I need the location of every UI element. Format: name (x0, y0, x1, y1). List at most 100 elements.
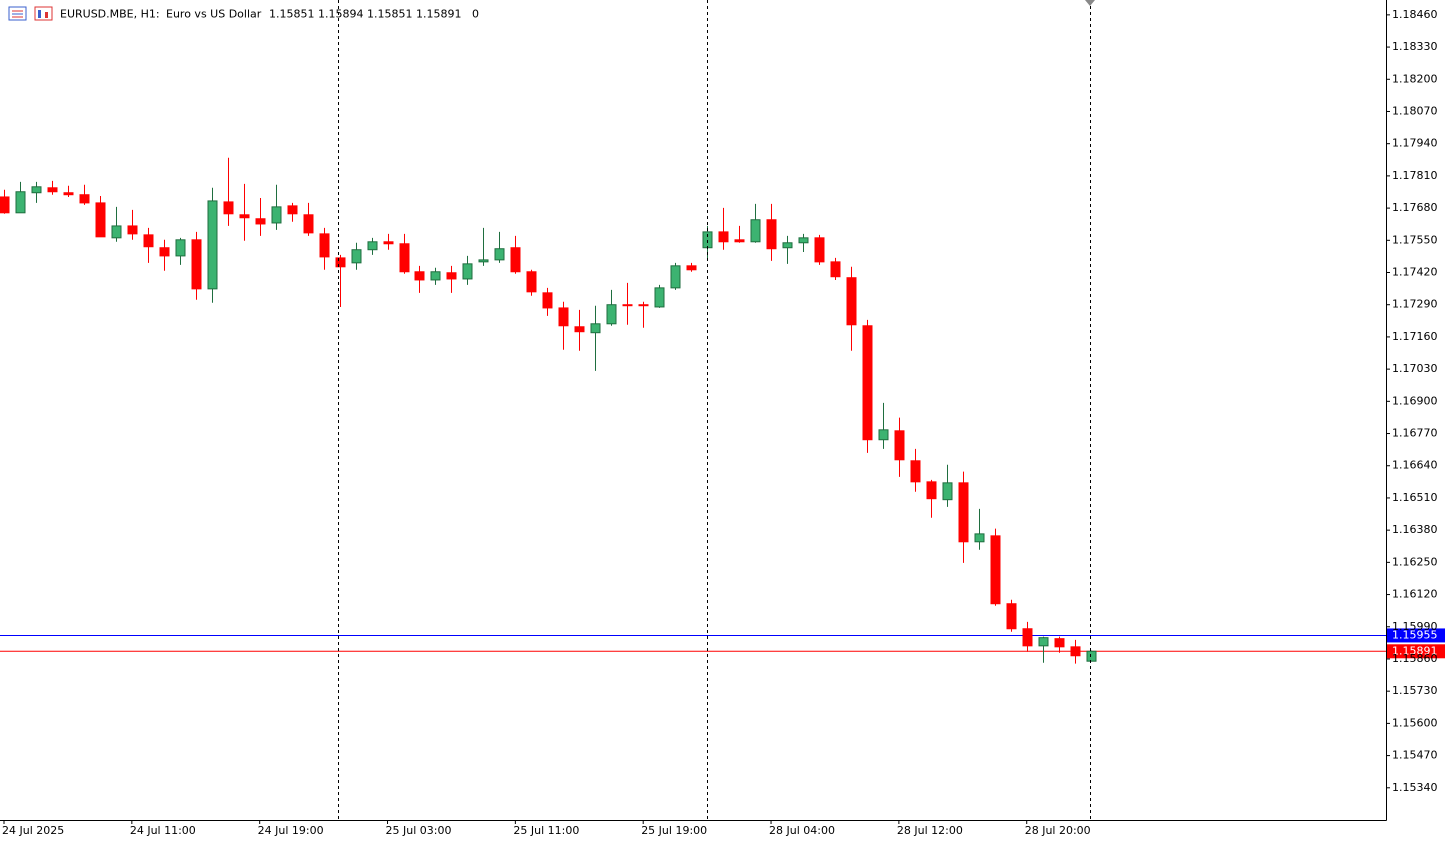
candle-body (846, 277, 857, 326)
candle-body (63, 192, 74, 196)
price-label-bg (1387, 628, 1445, 643)
x-tick-label: 24 Jul 19:00 (258, 824, 324, 837)
candle-body (510, 247, 521, 273)
candle-body (303, 214, 314, 234)
candle-body (654, 287, 665, 308)
candle-body (558, 307, 569, 327)
candle-body (926, 481, 937, 500)
description: Euro vs US Dollar (166, 8, 262, 21)
candle-body (734, 239, 745, 243)
candle-body (990, 535, 1001, 605)
x-tick-label: 25 Jul 03:00 (386, 824, 452, 837)
candle-body (143, 234, 154, 248)
candle-body (606, 304, 617, 325)
y-tick-label: 1.15860 (1392, 652, 1438, 665)
y-tick-label: 1.16510 (1392, 491, 1438, 504)
candle-body (462, 263, 473, 280)
icon (45, 12, 48, 18)
y-tick-label: 1.17030 (1392, 362, 1438, 375)
price-label-bg (1387, 644, 1445, 659)
y-tick-label: 1.18070 (1392, 104, 1438, 117)
candle-body (766, 219, 777, 250)
candle-body (430, 271, 441, 281)
candle-body (446, 272, 457, 280)
candle-body (175, 239, 186, 257)
x-tick-label: 28 Jul 04:00 (769, 824, 835, 837)
candle-body (878, 429, 889, 441)
y-tick-label: 1.15990 (1392, 620, 1438, 633)
candle-body (542, 292, 553, 309)
candle-body (1054, 638, 1065, 648)
candle-body (494, 248, 505, 261)
y-tick-label: 1.16380 (1392, 523, 1438, 536)
candle-body (255, 218, 266, 225)
candle-body (798, 237, 809, 244)
candle-body (207, 200, 218, 290)
candle-body (335, 257, 346, 268)
candle-body (1022, 628, 1033, 647)
candle-body (526, 271, 537, 293)
ohlc: 1.15851 1.15894 1.15851 1.15891 (269, 8, 461, 21)
candle-body (478, 259, 489, 263)
y-tick-label: 1.15470 (1392, 749, 1438, 762)
price-label: 1.15955 (1392, 628, 1438, 641)
candle-body (367, 241, 378, 251)
icon (38, 10, 41, 18)
candle-body (0, 196, 10, 214)
price-labels: 1.15955 1.15891 (1387, 628, 1445, 659)
y-tick-label: 1.16120 (1392, 588, 1438, 601)
x-tick-label: 28 Jul 20:00 (1025, 824, 1091, 837)
candle-body (974, 533, 985, 543)
candle-body (670, 265, 681, 289)
candle-body (319, 233, 330, 258)
candle-body (111, 225, 122, 239)
candle-body (1038, 637, 1049, 647)
y-tick-label: 1.17550 (1392, 233, 1438, 246)
y-tick-label: 1.17940 (1392, 137, 1438, 150)
candle-body (159, 247, 170, 257)
x-tick-label: 25 Jul 19:00 (641, 824, 707, 837)
candle-body (590, 323, 601, 334)
candle-body (750, 219, 761, 243)
x-tick-label: 28 Jul 12:00 (897, 824, 963, 837)
y-tick-label: 1.15600 (1392, 716, 1438, 729)
y-tick-label: 1.18200 (1392, 72, 1438, 85)
candle-body (574, 326, 585, 333)
y-tick-label: 1.17290 (1392, 298, 1438, 311)
symbol: EURUSD.MBE, H1: (60, 8, 160, 21)
x-tick-label: 24 Jul 11:00 (130, 824, 196, 837)
y-tick-label: 1.17810 (1392, 169, 1438, 182)
candle-body (686, 265, 697, 271)
y-tick-label: 1.16900 (1392, 394, 1438, 407)
candle-body (127, 225, 138, 235)
candle-body (271, 206, 282, 224)
candle-body (15, 191, 26, 214)
candle-body (942, 482, 953, 501)
candle-body (383, 241, 394, 245)
y-tick-label: 1.18330 (1392, 40, 1438, 53)
x-tick-label: 24 Jul 2025 (2, 824, 64, 837)
candle-body (239, 214, 250, 219)
y-tick-label: 1.15340 (1392, 781, 1438, 794)
price-label: 1.15891 (1392, 644, 1438, 657)
candle-body (1086, 650, 1097, 662)
candle-body (814, 237, 825, 263)
candle-body (638, 304, 649, 307)
icon (34, 6, 53, 21)
header: EURUSD.MBE, H1: Euro vs US Dollar 1.1585… (8, 6, 479, 21)
candle-body (79, 194, 90, 204)
candle-body (910, 460, 921, 483)
plot-area (0, 157, 1386, 664)
candle-body (191, 239, 202, 290)
y-tick-label: 1.17420 (1392, 266, 1438, 279)
candle-body (223, 201, 234, 215)
candle-body (894, 430, 905, 461)
candle-body (95, 202, 106, 238)
y-tick-label: 1.18460 (1392, 8, 1438, 21)
candle-body (830, 261, 841, 278)
candle-body (287, 205, 298, 215)
candle-body (782, 242, 793, 249)
candle-body (414, 271, 425, 281)
